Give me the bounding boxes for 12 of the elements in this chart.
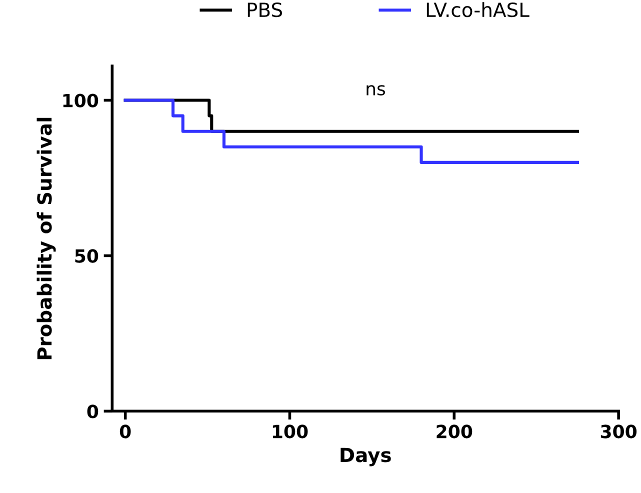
x-tick-label: 200 bbox=[436, 424, 472, 438]
legend-label: LV.co-hASL bbox=[426, 2, 530, 18]
y-axis-title: Probability of Survival bbox=[36, 118, 56, 360]
x-axis-title: Days bbox=[340, 448, 391, 466]
annotation: ns bbox=[366, 85, 386, 96]
y-tick-label: 100 bbox=[63, 94, 98, 108]
legend-label: PBS bbox=[248, 2, 282, 18]
y-tick-label: 0 bbox=[87, 404, 98, 418]
y-tick-label: 50 bbox=[75, 249, 98, 263]
x-tick-label: 0 bbox=[120, 424, 131, 438]
x-tick-label: 300 bbox=[600, 424, 637, 438]
x-tick-label: 100 bbox=[272, 424, 308, 438]
